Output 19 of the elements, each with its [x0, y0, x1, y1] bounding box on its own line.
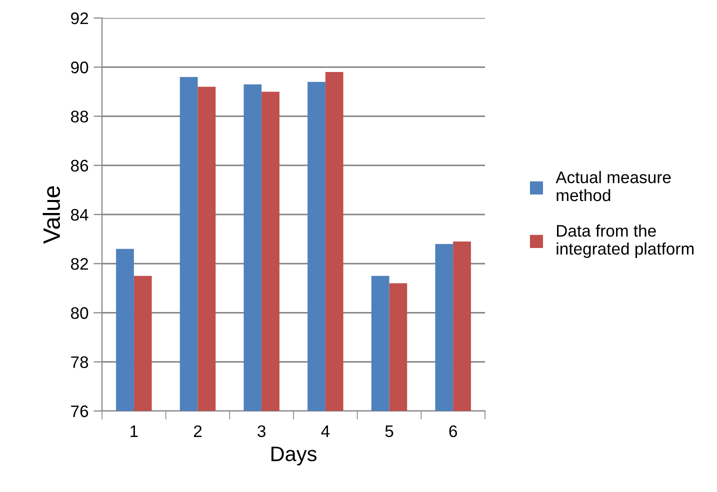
legend-label: Actual measure method: [556, 171, 671, 202]
y-tick-label: 80: [70, 307, 88, 319]
y-tick-label: 90: [71, 62, 88, 74]
x-tick-label: 3: [258, 425, 266, 438]
y-tick-label: 82: [70, 258, 88, 270]
y-tick-label: 78: [71, 356, 88, 368]
y-axis-title: Value: [42, 186, 60, 244]
x-tick-label: 1: [130, 426, 138, 437]
x-tick-label: 2: [194, 425, 202, 437]
x-tick-label: 6: [449, 425, 457, 438]
legend-label: Data from the integrated platform: [556, 224, 694, 258]
y-tick-label: 92: [71, 12, 88, 24]
y-tick-label: 88: [70, 110, 88, 122]
y-tick-label: 84: [70, 208, 88, 221]
y-tick-label: 86: [70, 160, 88, 172]
x-tick-label: 5: [385, 426, 394, 438]
x-axis-title: Days: [271, 446, 316, 466]
y-tick-label: 76: [71, 405, 88, 418]
x-tick-label: 4: [321, 426, 330, 437]
